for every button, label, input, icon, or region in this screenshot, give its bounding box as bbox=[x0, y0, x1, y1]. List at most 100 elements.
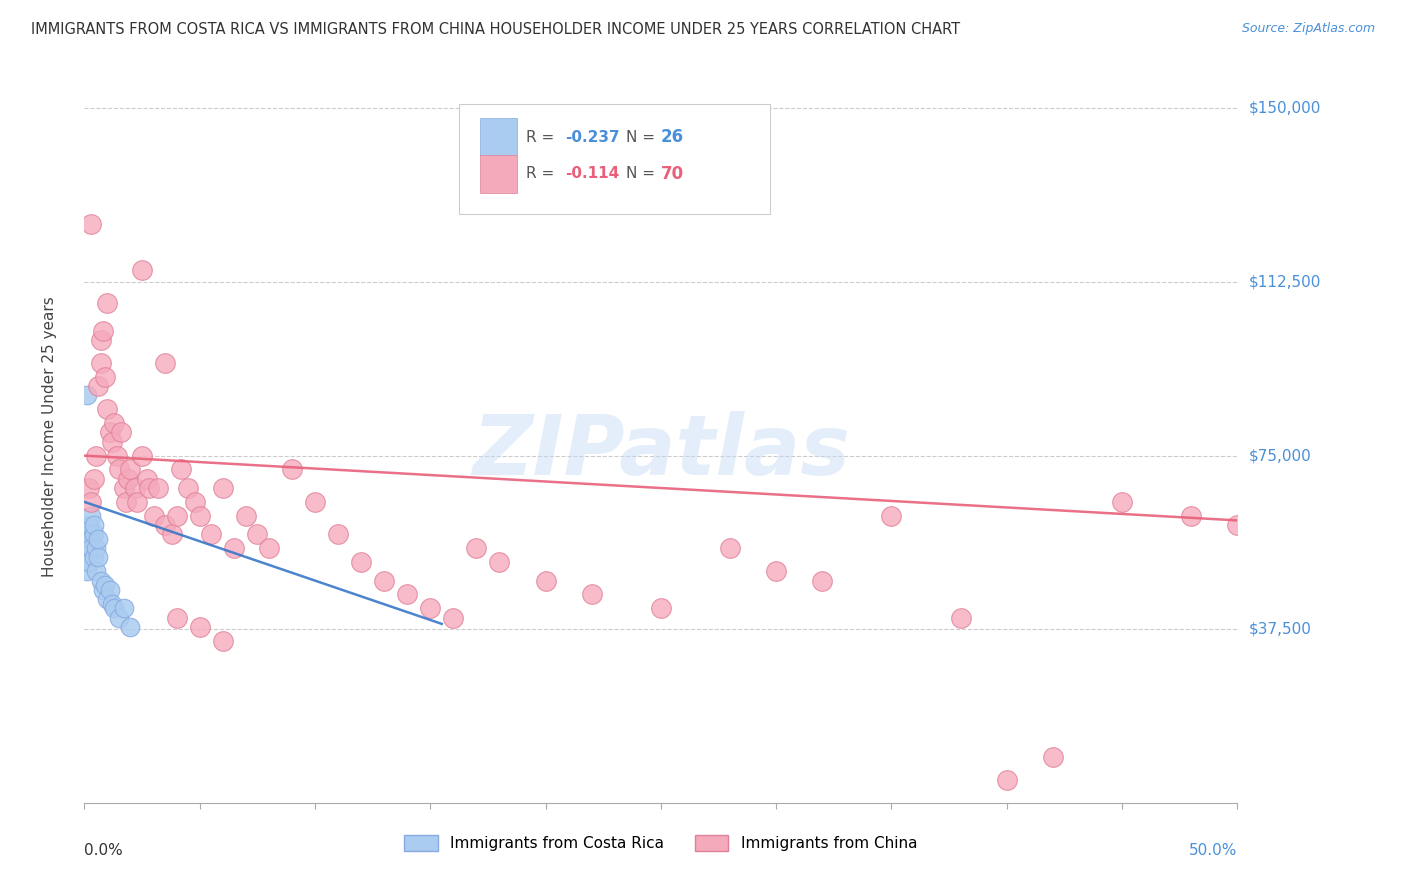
Point bbox=[77, 527, 100, 541]
Point bbox=[257, 541, 280, 556]
Point bbox=[91, 582, 114, 597]
Point bbox=[77, 481, 100, 495]
Point bbox=[170, 462, 193, 476]
Point bbox=[83, 472, 105, 486]
Point bbox=[77, 555, 100, 569]
Point bbox=[441, 610, 464, 624]
Point bbox=[112, 481, 135, 495]
Point bbox=[1111, 495, 1133, 509]
Point bbox=[84, 449, 107, 463]
Point bbox=[76, 565, 98, 579]
Point bbox=[105, 449, 128, 463]
Point bbox=[350, 555, 373, 569]
Point bbox=[124, 481, 146, 495]
Point bbox=[94, 370, 117, 384]
Point bbox=[326, 527, 349, 541]
Point bbox=[1042, 749, 1064, 764]
Point bbox=[120, 620, 142, 634]
Point bbox=[534, 574, 557, 588]
Point bbox=[83, 527, 105, 541]
Point bbox=[110, 425, 132, 440]
Point bbox=[87, 379, 110, 393]
Point bbox=[184, 495, 207, 509]
Point bbox=[112, 601, 135, 615]
Point bbox=[142, 508, 165, 523]
Legend: Immigrants from Costa Rica, Immigrants from China: Immigrants from Costa Rica, Immigrants f… bbox=[398, 830, 924, 857]
Point bbox=[188, 508, 211, 523]
Point bbox=[880, 508, 903, 523]
Point bbox=[84, 565, 107, 579]
Point bbox=[80, 495, 103, 509]
Point bbox=[246, 527, 269, 541]
Point bbox=[177, 481, 200, 495]
Point bbox=[396, 587, 419, 601]
Point bbox=[419, 601, 441, 615]
Point bbox=[91, 324, 114, 338]
Text: Householder Income Under 25 years: Householder Income Under 25 years bbox=[42, 297, 58, 577]
Text: $75,000: $75,000 bbox=[1249, 448, 1312, 463]
Point bbox=[153, 518, 176, 533]
Point bbox=[160, 527, 183, 541]
Text: Source: ZipAtlas.com: Source: ZipAtlas.com bbox=[1241, 22, 1375, 36]
Point bbox=[718, 541, 741, 556]
Point bbox=[127, 495, 149, 509]
Point bbox=[101, 597, 124, 611]
Point bbox=[488, 555, 510, 569]
Point bbox=[101, 434, 124, 449]
Point bbox=[84, 541, 107, 556]
Point bbox=[211, 481, 233, 495]
Point bbox=[373, 574, 395, 588]
Point bbox=[98, 582, 121, 597]
Point bbox=[103, 601, 125, 615]
Point bbox=[224, 541, 246, 556]
Point bbox=[89, 574, 111, 588]
Point bbox=[80, 532, 103, 546]
Point bbox=[80, 541, 103, 556]
Point bbox=[131, 449, 153, 463]
Point bbox=[108, 462, 131, 476]
Point bbox=[131, 263, 153, 277]
Point bbox=[765, 565, 787, 579]
Point bbox=[76, 388, 98, 402]
Point bbox=[96, 592, 118, 607]
Point bbox=[211, 633, 233, 648]
Point bbox=[80, 217, 103, 231]
Point bbox=[135, 472, 157, 486]
Point bbox=[80, 508, 103, 523]
Point bbox=[83, 518, 105, 533]
Point bbox=[581, 587, 603, 601]
FancyBboxPatch shape bbox=[479, 154, 517, 193]
Text: N =: N = bbox=[626, 166, 659, 181]
Point bbox=[89, 356, 111, 370]
Text: $150,000: $150,000 bbox=[1249, 101, 1320, 116]
Text: 70: 70 bbox=[661, 165, 683, 183]
Point bbox=[1226, 518, 1249, 533]
Point bbox=[166, 508, 188, 523]
Point bbox=[76, 541, 98, 556]
Point bbox=[108, 610, 131, 624]
Text: 50.0%: 50.0% bbox=[1189, 843, 1237, 858]
Point bbox=[153, 356, 176, 370]
FancyBboxPatch shape bbox=[460, 104, 770, 214]
Text: 0.0%: 0.0% bbox=[84, 843, 124, 858]
Point bbox=[146, 481, 169, 495]
Point bbox=[87, 532, 110, 546]
Text: R =: R = bbox=[526, 166, 560, 181]
Point bbox=[96, 402, 118, 417]
Text: 26: 26 bbox=[661, 128, 683, 146]
Point bbox=[115, 495, 138, 509]
Point bbox=[811, 574, 834, 588]
Point bbox=[89, 333, 111, 347]
Point bbox=[96, 295, 118, 310]
Point bbox=[77, 518, 100, 533]
Point bbox=[98, 425, 121, 440]
Point bbox=[166, 610, 188, 624]
Point bbox=[650, 601, 672, 615]
Point bbox=[120, 462, 142, 476]
Text: IMMIGRANTS FROM COSTA RICA VS IMMIGRANTS FROM CHINA HOUSEHOLDER INCOME UNDER 25 : IMMIGRANTS FROM COSTA RICA VS IMMIGRANTS… bbox=[31, 22, 960, 37]
Point bbox=[235, 508, 257, 523]
Text: ZIPatlas: ZIPatlas bbox=[472, 411, 849, 492]
Text: $112,500: $112,500 bbox=[1249, 275, 1320, 290]
Text: N =: N = bbox=[626, 129, 659, 145]
Point bbox=[138, 481, 160, 495]
